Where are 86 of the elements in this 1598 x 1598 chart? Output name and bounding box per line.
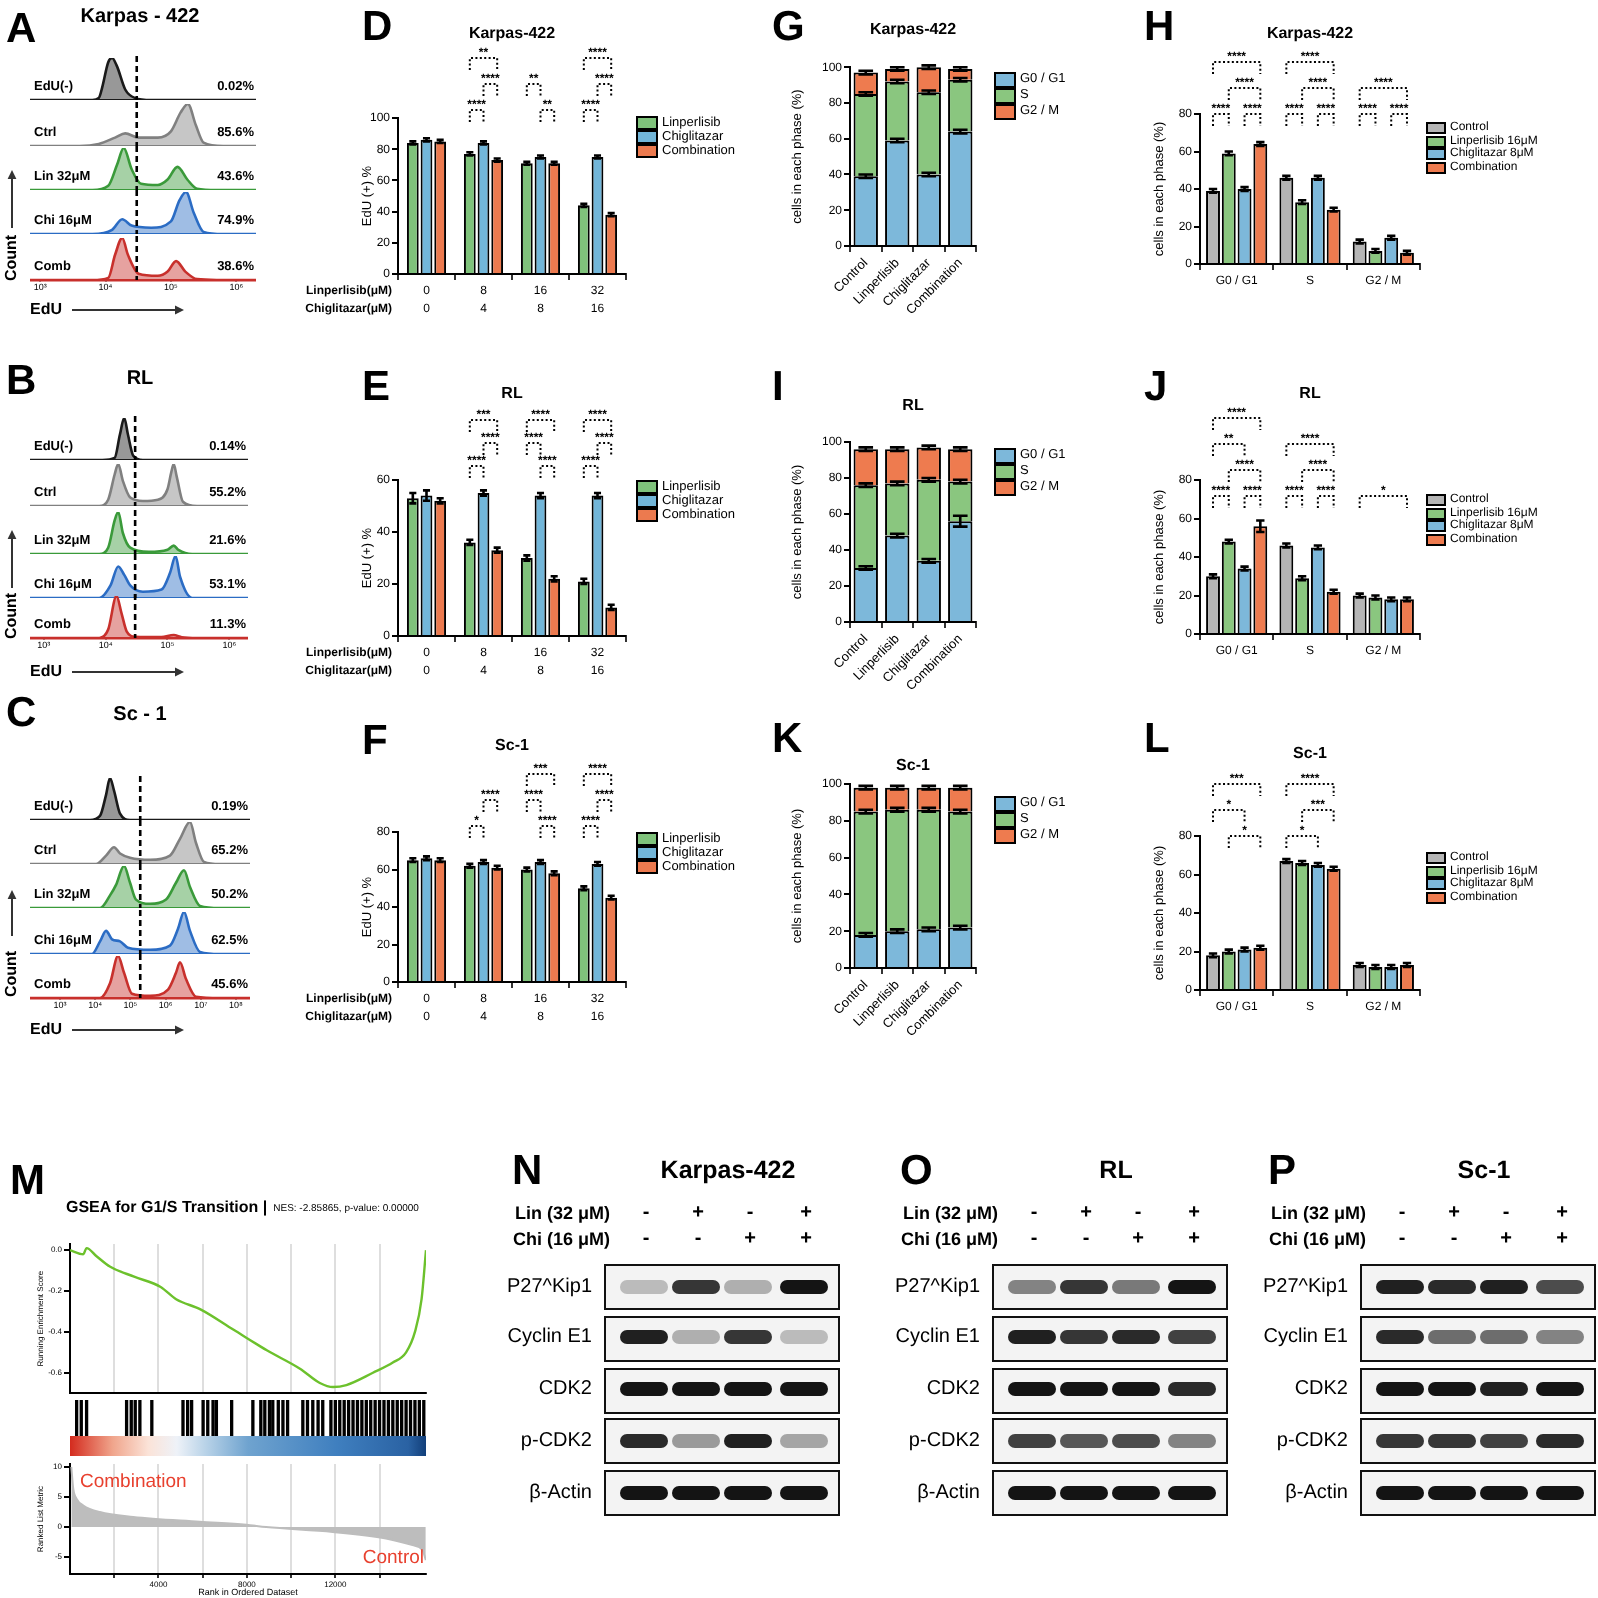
text: RL [1099,1155,1133,1184]
text: Chi (16 μM) [900,1229,998,1249]
annotation: Combination [80,1470,187,1493]
text: - [1030,1202,1038,1224]
chart-title: Sc - 1 [113,704,167,726]
text: Lin (32 μM) [514,1203,610,1223]
text: + [800,1228,812,1250]
text: β-Actin [1285,1481,1348,1504]
chart-title: RL [501,384,523,403]
text: - [746,1202,754,1224]
text: Chi (16 μM) [1268,1229,1366,1249]
text: CDK2 [926,1378,980,1401]
x-axis-title: EdU [30,300,62,318]
line-series [70,1246,426,1389]
text: J [1144,364,1168,410]
y-axis-title: Count [2,950,20,998]
text: p-CDK2 [908,1429,980,1452]
text: P27^Kip1 [895,1275,980,1297]
text: Karpas-422 [660,1155,796,1184]
text: P27^Kip1 [1263,1275,1348,1297]
text: β-Actin [917,1481,980,1504]
text: - [1398,1202,1406,1224]
text: + [1556,1202,1568,1224]
text: E [362,364,391,410]
text: G [772,4,805,50]
text: K [772,716,803,762]
text: P27^Kip1 [507,1275,592,1297]
text: + [1556,1228,1568,1250]
text: β-Actin [529,1481,592,1504]
chart-title: Karpas-422 [1266,24,1355,43]
text: D [362,4,393,50]
chart-title: Karpas-422 [869,20,958,39]
text: + [692,1202,704,1224]
y-axis-title: Count [2,592,20,640]
text: C [6,690,37,736]
text: p-CDK2 [1276,1429,1348,1452]
text: Sc-1 [1457,1155,1511,1184]
y-axis-title: Count [2,234,20,282]
x-axis-title: EdU [30,1020,62,1038]
text: p-CDK2 [520,1429,592,1452]
x-axis-title: EdU [30,662,62,680]
annotation: Control [362,1546,424,1569]
text: - [1134,1202,1142,1224]
chart-title: Sc-1 [1293,744,1328,763]
text: - [642,1202,650,1224]
text: I [772,364,784,410]
chart-title: RL [902,396,924,415]
text: + [1080,1202,1092,1224]
text: - [694,1228,702,1250]
text: + [1500,1228,1512,1250]
text: - [642,1228,650,1250]
text: L [1144,716,1170,762]
text: - [1030,1228,1038,1250]
text: A [6,6,37,52]
text: M [10,1158,45,1204]
text: Chi (16 μM) [512,1229,610,1249]
text: O [900,1148,933,1194]
text: + [1188,1228,1200,1250]
text: P [1268,1148,1297,1194]
text: + [1132,1228,1144,1250]
text: + [1448,1202,1460,1224]
text: - [1398,1228,1406,1250]
text: N [512,1148,543,1194]
text: CDK2 [538,1378,592,1401]
text: Cyclin E1 [1263,1326,1348,1349]
text: - [1082,1228,1090,1250]
chart-title: Karpas-422 [468,24,557,43]
chart-title: Sc-1 [495,736,530,755]
text: Cyclin E1 [507,1326,592,1349]
text: B [6,358,37,404]
text: Cyclin E1 [895,1326,980,1349]
text: - [1502,1202,1510,1224]
chart-title: Karpas - 422 [80,6,200,28]
chart-title: GSEA for G1/S Transition | [66,1198,268,1216]
text: F [362,718,388,764]
text: Lin (32 μM) [1270,1203,1366,1223]
text: + [800,1202,812,1224]
text: + [744,1228,756,1250]
text: - [1450,1228,1458,1250]
chart-title: RL [1299,384,1321,403]
text: CDK2 [1294,1378,1348,1401]
text: Lin (32 μM) [902,1203,998,1223]
chart-title: Sc-1 [896,756,931,775]
chart-title: RL [126,368,154,390]
text: H [1144,4,1175,50]
text: + [1188,1202,1200,1224]
